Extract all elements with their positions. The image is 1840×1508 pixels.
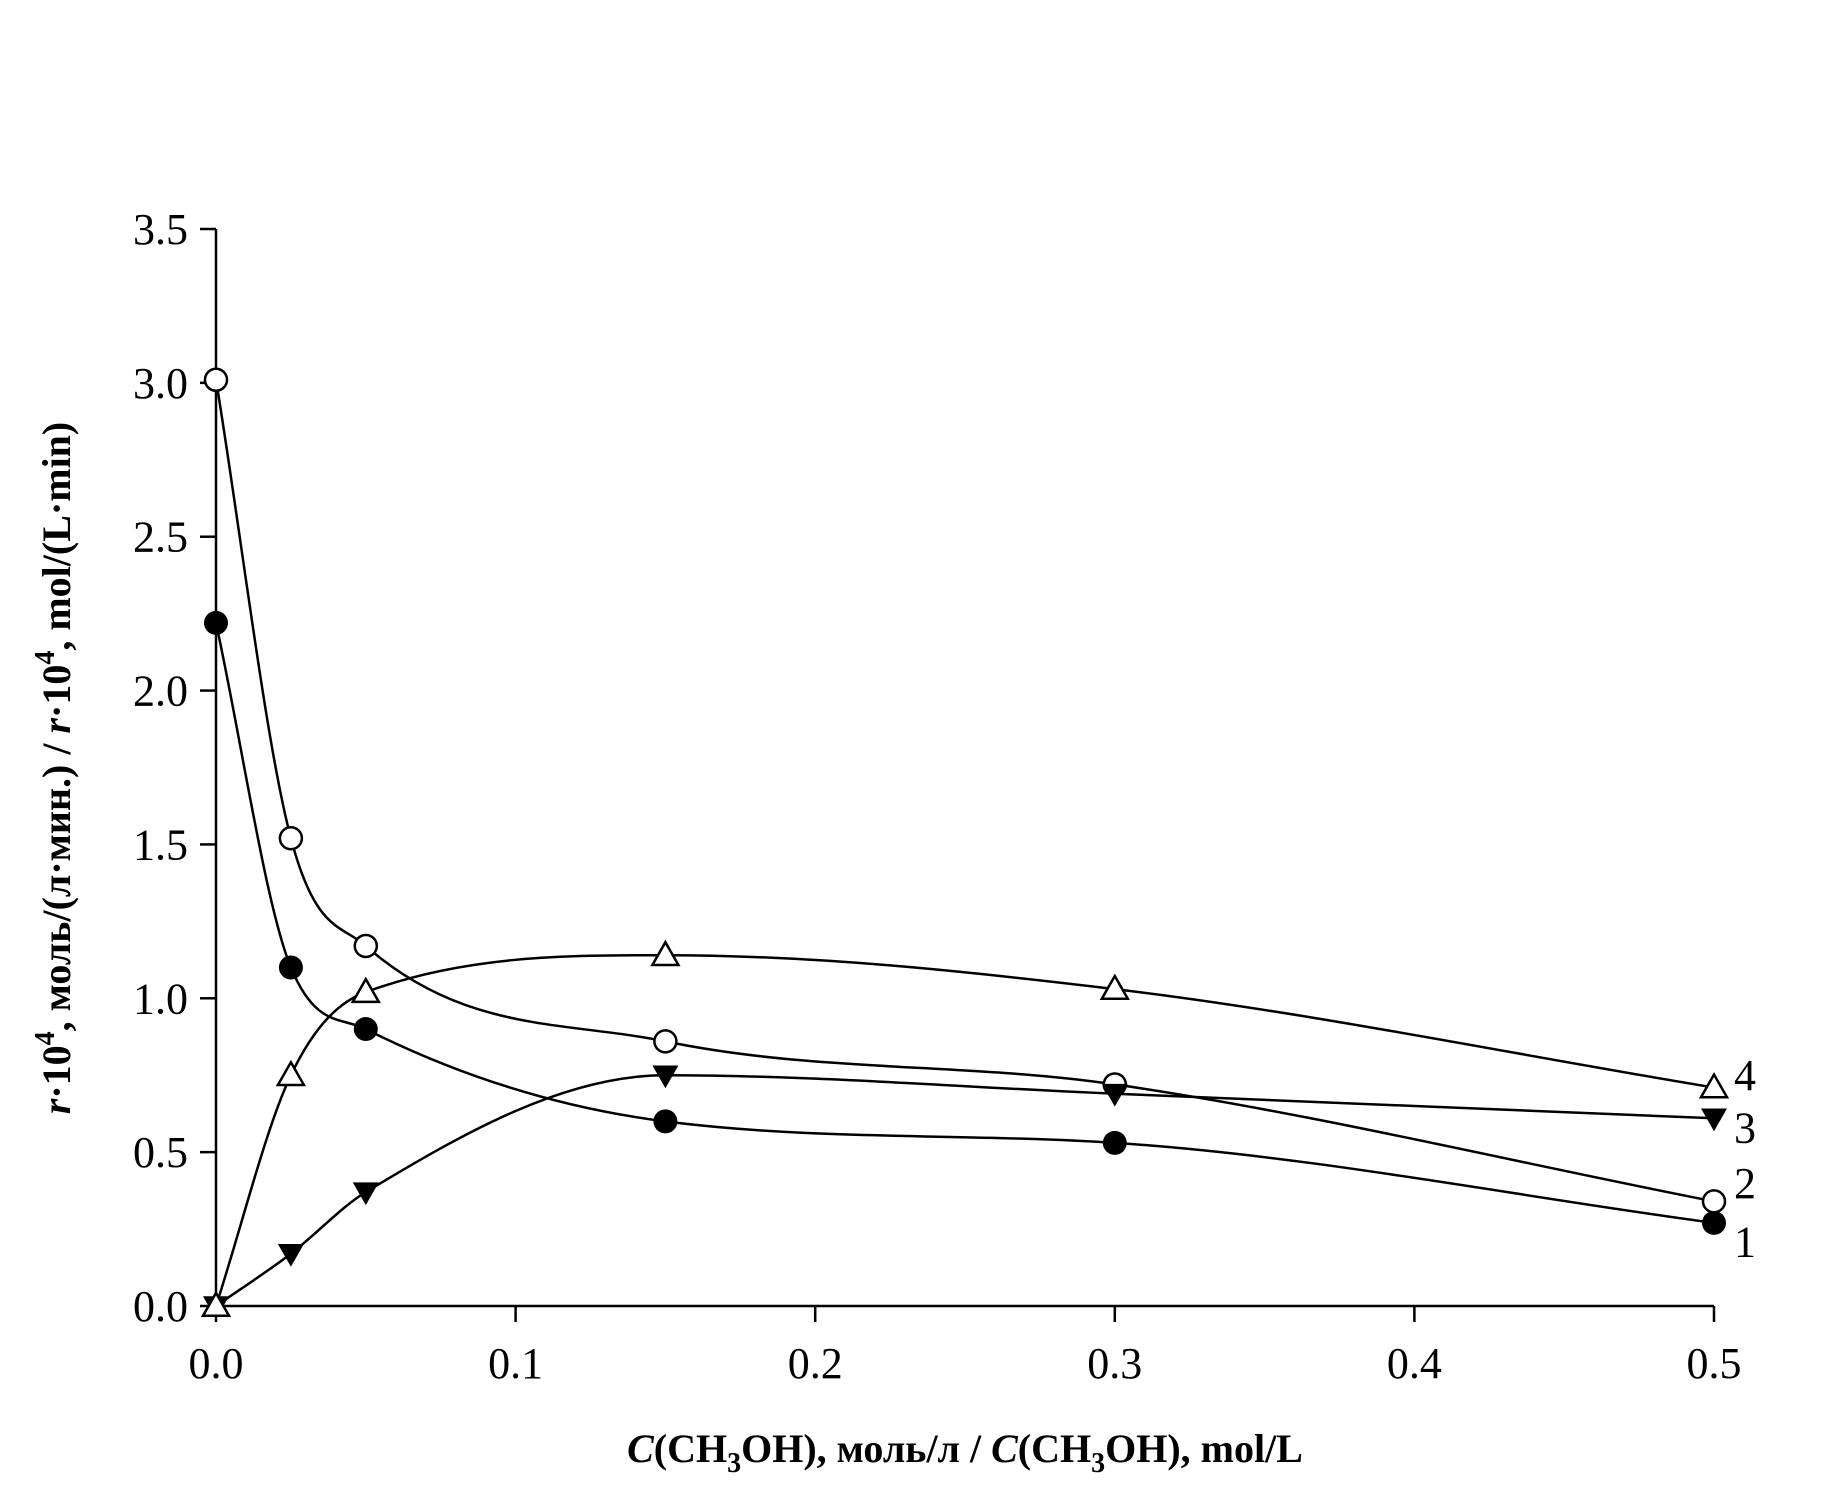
y-axis-title-part: ·10 bbox=[34, 1045, 79, 1098]
axes bbox=[214, 229, 1714, 1308]
fit-curves bbox=[214, 379, 1715, 1308]
data-point-series-1 bbox=[1702, 1210, 1726, 1235]
y-axis-title-superscript: 4 bbox=[30, 1031, 61, 1045]
y-tick-label: 3.5 bbox=[133, 205, 188, 254]
y-tick-label: 2.0 bbox=[133, 667, 188, 716]
data-point-series-1 bbox=[204, 610, 228, 635]
x-axis-title-subscript: 3 bbox=[727, 1448, 741, 1479]
data-point-series-4 bbox=[1698, 1072, 1730, 1099]
x-axis-title-part: C bbox=[627, 1426, 655, 1471]
y-tick-label: 0.5 bbox=[133, 1128, 188, 1177]
data-point-series-2 bbox=[1701, 1189, 1727, 1214]
x-axis-title-part: (CH bbox=[1018, 1426, 1091, 1471]
x-axis-title-subscript: 3 bbox=[1091, 1448, 1105, 1479]
series-label-2: 2 bbox=[1734, 1159, 1756, 1208]
series-labels: 1 2 34 bbox=[1734, 1051, 1756, 1266]
x-axis-title-part: OH), моль/л / bbox=[741, 1426, 991, 1471]
data-point-series-3 bbox=[352, 1182, 379, 1206]
data-point-series-2 bbox=[653, 1029, 678, 1054]
series-label-1: 1 bbox=[1734, 1217, 1756, 1266]
series-label-4: 4 bbox=[1734, 1051, 1756, 1100]
y-axis-title-part: r bbox=[34, 1098, 79, 1114]
y-axis-title-part: r bbox=[34, 718, 79, 734]
y-tick-label: 1.0 bbox=[133, 974, 188, 1023]
y-axis-title: r·104, моль/(л·мин.) / r·104, mol/(L·min… bbox=[30, 422, 79, 1115]
data-point-series-1 bbox=[353, 1017, 378, 1042]
x-axis-title-part: (CH bbox=[654, 1426, 727, 1471]
x-axis-title-part: OH), mol/L bbox=[1105, 1426, 1303, 1471]
data-point-series-1 bbox=[653, 1109, 678, 1134]
data-point-series-3 bbox=[652, 1065, 679, 1089]
y-axis-title-part: , mol/(L·min) bbox=[34, 422, 79, 651]
data-point-series-3 bbox=[1701, 1108, 1727, 1132]
y-axis-title-part: , моль/(л·мин.) / bbox=[34, 734, 79, 1032]
tick-group: 0.0 0.5 1.0 1.5 2.0 2.5 3.0 3.5 0.0 0.1 0.2 0.3 0.4 0… bbox=[133, 205, 1742, 1388]
y-tick-label: 3.0 bbox=[133, 359, 188, 408]
x-tick-label: 0.5 bbox=[1687, 1339, 1742, 1388]
data-point-series-4 bbox=[350, 976, 381, 1004]
data-point-series-1 bbox=[278, 955, 303, 980]
data-point-series-1 bbox=[1102, 1130, 1127, 1155]
x-tick-label: 0.4 bbox=[1387, 1339, 1442, 1388]
x-axis-title: C(CH3OH), моль/л / C(CH3OH), mol/L bbox=[627, 1426, 1303, 1479]
y-tick-label: 2.5 bbox=[133, 513, 188, 562]
x-tick-label: 0.1 bbox=[488, 1339, 543, 1388]
curve-series-3 bbox=[215, 1073, 1715, 1308]
series-label-3: 3 bbox=[1734, 1104, 1756, 1153]
x-tick-label: 0.3 bbox=[1087, 1339, 1142, 1388]
data-point-series-4 bbox=[650, 939, 681, 967]
data-markers bbox=[200, 367, 1730, 1319]
data-point-series-2 bbox=[353, 933, 379, 959]
y-axis-title-superscript: 4 bbox=[30, 651, 61, 665]
data-point-series-3 bbox=[277, 1243, 304, 1267]
curve-series-4 bbox=[214, 953, 1715, 1307]
data-point-series-4 bbox=[275, 1059, 307, 1087]
x-tick-label: 0.0 bbox=[189, 1339, 244, 1388]
y-tick-label: 1.5 bbox=[133, 820, 188, 869]
y-tick-label: 0.0 bbox=[133, 1282, 188, 1331]
data-point-series-3 bbox=[1101, 1083, 1128, 1107]
data-point-series-2 bbox=[203, 367, 229, 393]
y-axis-title-part: ·10 bbox=[34, 665, 79, 718]
data-point-series-4 bbox=[200, 1290, 232, 1317]
x-tick-label: 0.2 bbox=[788, 1339, 843, 1388]
data-point-series-4 bbox=[1099, 973, 1130, 1001]
curve-series-2 bbox=[214, 379, 1715, 1203]
x-axis-title-part: C bbox=[991, 1426, 1019, 1471]
curve-series-1 bbox=[214, 622, 1715, 1225]
data-point-series-2 bbox=[278, 826, 304, 851]
